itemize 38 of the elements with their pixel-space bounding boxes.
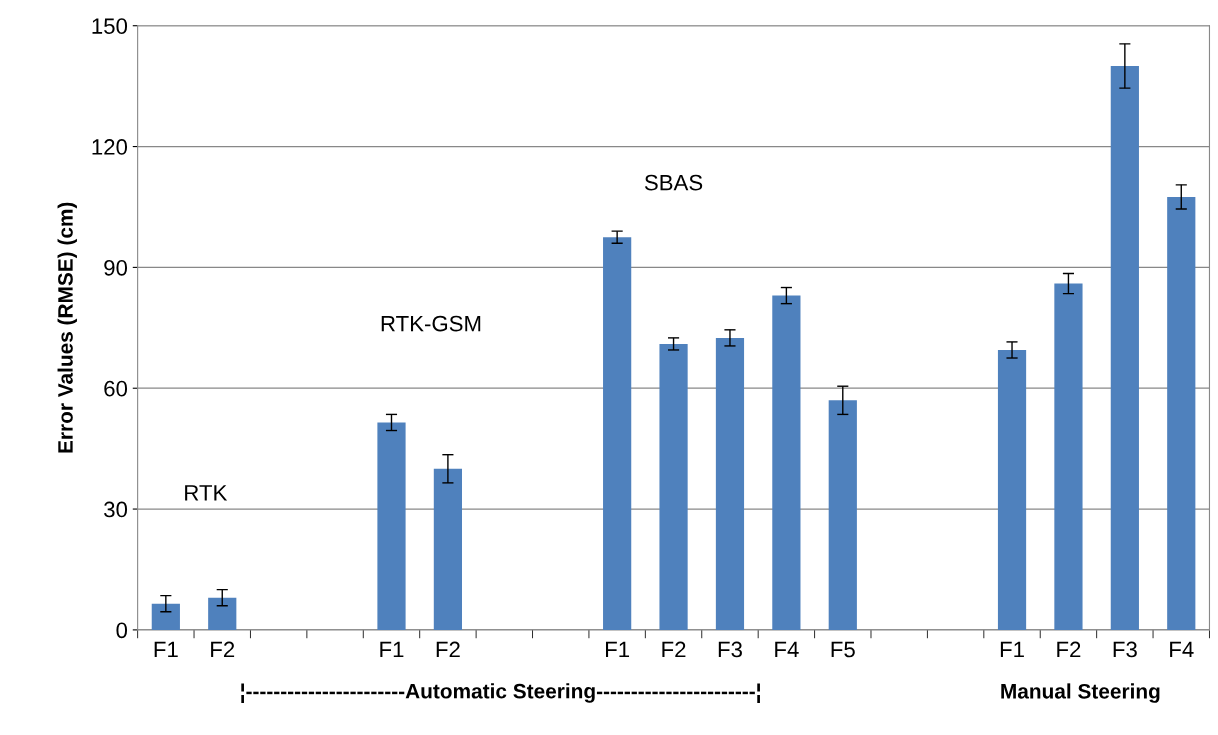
- y-tick-label: 0: [116, 622, 128, 639]
- x-tick-label: F4: [1170, 641, 1194, 658]
- bar: [208, 597, 237, 630]
- y-tick-label: 60: [104, 380, 128, 397]
- y-tick-label: 120: [92, 139, 128, 155]
- bar: [828, 400, 857, 630]
- x-tick-label: F2: [1057, 641, 1081, 658]
- x-tick-label: F3: [1113, 641, 1137, 658]
- bar: [715, 337, 745, 630]
- x-tick-label: F1: [606, 641, 630, 658]
- bar: [603, 237, 632, 630]
- bar: [997, 349, 1027, 630]
- x-tick-label: F4: [775, 641, 799, 658]
- bar: [377, 422, 406, 630]
- bar: [1167, 196, 1196, 630]
- annotation: SBAS: [644, 174, 703, 191]
- bar: [151, 603, 180, 630]
- x-tick-label: F2: [436, 641, 460, 658]
- y-axis-title: Error Values (RMSE) (cm): [57, 202, 77, 453]
- bar: [1110, 66, 1139, 630]
- x-tick-label: F5: [831, 641, 855, 658]
- text: ¦-----------------------Automatic Steering-----------------------¦: [241, 683, 760, 703]
- x-tick-label: F1: [380, 641, 404, 658]
- x-tick-label: F1: [1000, 641, 1024, 658]
- x-tick-label: F3: [718, 641, 742, 658]
- bar: [659, 343, 688, 630]
- text: Manual Steering: [1001, 683, 1160, 703]
- bar: [1054, 283, 1083, 630]
- x-tick-label: F2: [662, 641, 686, 658]
- annotation: RTK: [185, 485, 228, 501]
- bar: [772, 295, 801, 630]
- annotation: RTK-GSM: [381, 315, 481, 332]
- y-tick-label: 150: [92, 18, 128, 34]
- y-tick-label: 30: [104, 501, 128, 518]
- x-tick-label: F1: [154, 641, 178, 658]
- x-tick-label: F2: [211, 641, 235, 658]
- bar: [433, 468, 463, 630]
- y-tick-label: 90: [104, 259, 128, 276]
